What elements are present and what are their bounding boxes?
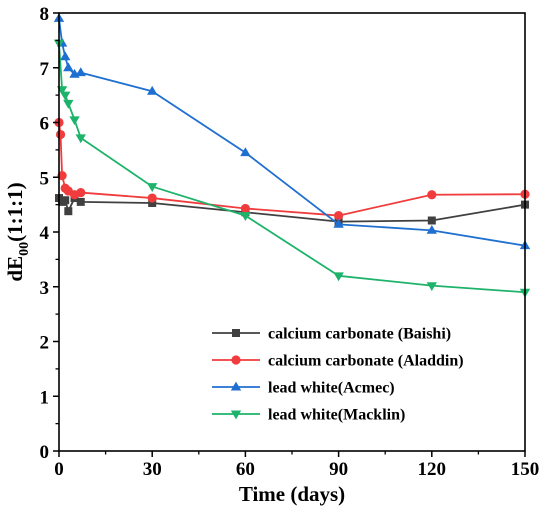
y-axis-title-main: dE [3, 256, 27, 282]
series-1 [55, 194, 529, 226]
data-point [63, 62, 74, 72]
data-point [60, 51, 71, 61]
y-tick-label: 2 [40, 333, 50, 354]
series-4 [53, 39, 531, 298]
y-axis-title-tail: (1:1:1) [3, 182, 27, 241]
y-axis-title-subscript: 00 [17, 242, 32, 256]
data-point [57, 171, 67, 181]
data-point [240, 203, 250, 214]
data-point [427, 190, 437, 200]
legend-label: calcium carbonate (Baishi) [268, 326, 451, 343]
y-tick-label: 8 [40, 4, 50, 25]
data-point [148, 198, 157, 207]
data-point [75, 134, 86, 144]
legend-entry: calcium carbonate (Baishi) [212, 326, 451, 343]
y-tick-label: 7 [40, 59, 50, 80]
legend-entry: lead white(Macklin) [212, 407, 405, 424]
data-point [240, 212, 251, 221]
legend-marker [231, 355, 241, 365]
data-point [55, 129, 66, 140]
y-tick-label: 5 [40, 168, 50, 189]
x-tick-label: 60 [236, 459, 255, 480]
series-layer [53, 13, 531, 298]
x-tick-label: 30 [143, 459, 162, 480]
legend-marker [230, 381, 242, 391]
legend-label: calcium carbonate (Aladdin) [268, 353, 464, 370]
data-point [63, 99, 74, 109]
data-point [61, 196, 70, 205]
data-point [147, 193, 157, 203]
legend: calcium carbonate (Baishi) calcium carbon… [212, 326, 464, 424]
data-point [334, 210, 344, 221]
data-point [426, 224, 437, 234]
data-point [426, 282, 437, 292]
data-point [147, 85, 158, 95]
x-tick-label: 120 [418, 459, 447, 480]
x-tick-label: 0 [54, 459, 64, 480]
legend-label: lead white(Acmec) [268, 380, 395, 397]
axis-layer: 0 30 60 90 120 150 0 1 2 3 4 5 6 7 8 [40, 4, 540, 480]
series-line [58, 122, 526, 217]
data-point [76, 187, 86, 198]
series-3 [53, 13, 531, 250]
y-tick-label: 3 [40, 278, 50, 299]
x-tick-label: 90 [329, 459, 348, 480]
legend-entry: lead white(Acmec) [212, 380, 395, 397]
legend-label: lead white(Macklin) [268, 407, 405, 424]
x-tick-label: 150 [511, 459, 540, 480]
series-line [58, 43, 526, 294]
y-tick-label: 0 [40, 442, 50, 463]
data-point [64, 207, 73, 216]
data-point [60, 91, 71, 101]
data-point [76, 197, 85, 206]
data-point [240, 147, 251, 157]
legend-marker [232, 329, 240, 337]
series-line [58, 197, 526, 223]
y-tick-label: 1 [40, 387, 50, 408]
y-tick-label: 4 [40, 223, 50, 244]
legend-marker [230, 410, 242, 420]
series-2 [54, 117, 530, 221]
y-axis-title: dE00(1:1:1) [3, 182, 32, 281]
data-point [75, 67, 86, 77]
data-point [333, 218, 344, 228]
data-point [333, 272, 344, 282]
data-point [69, 116, 80, 126]
legend-entry: calcium carbonate (Aladdin) [212, 353, 464, 370]
data-point [427, 216, 436, 225]
data-point [147, 183, 158, 192]
y-tick-label: 6 [40, 114, 50, 135]
x-axis-title: Time (days) [239, 482, 345, 506]
